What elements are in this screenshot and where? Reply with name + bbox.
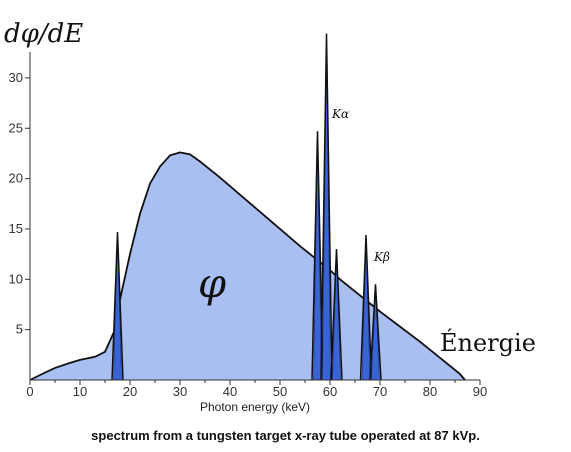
x-tick-label: 40 (223, 384, 237, 399)
spectrum-area-layer (29, 151, 467, 381)
spectrum-curve (29, 151, 466, 381)
x-tick-label: 80 (423, 384, 437, 399)
peak-outline-1 (311, 131, 324, 381)
y-tick-label: 25 (9, 120, 23, 135)
peak-outline-2 (320, 33, 333, 381)
x-axis-label: Photon energy (keV) (200, 400, 310, 414)
k-alpha-label: Kα (331, 107, 349, 121)
figure-caption: spectrum from a tungsten target x-ray tu… (91, 428, 480, 443)
peak-outline-5 (369, 284, 382, 381)
y-tick-label: 30 (9, 70, 23, 85)
x-tick-label: 70 (373, 384, 387, 399)
axes-layer: 0 10 20 30 40 50 60 70 80 90 5 10 15 20 25 30 (9, 52, 487, 399)
x-tick-label: 20 (123, 384, 137, 399)
peak-outline-3 (330, 249, 343, 381)
energy-axis-label: Énergie (440, 328, 536, 357)
x-tick-label: 10 (73, 384, 87, 399)
x-tick-label: 0 (26, 384, 33, 399)
x-tick-label: 30 (173, 384, 187, 399)
x-tick-label: 90 (473, 384, 487, 399)
x-tick-label: 60 (323, 384, 337, 399)
x-tick-label: 50 (273, 384, 287, 399)
characteristic-peaks-layer (111, 33, 382, 381)
y-tick-label: 10 (9, 271, 23, 286)
y-axis-label: dφ/dE (4, 19, 83, 49)
peak-outline-0 (111, 231, 124, 381)
y-tick-label: 20 (9, 171, 23, 186)
y-tick-label: 15 (9, 221, 23, 236)
y-tick-label: 5 (16, 322, 23, 337)
peak-outline-4 (359, 234, 373, 381)
area-label-phi: φ (198, 261, 226, 307)
spectrum-fill (29, 151, 467, 381)
k-beta-label: Kβ (373, 250, 390, 264)
